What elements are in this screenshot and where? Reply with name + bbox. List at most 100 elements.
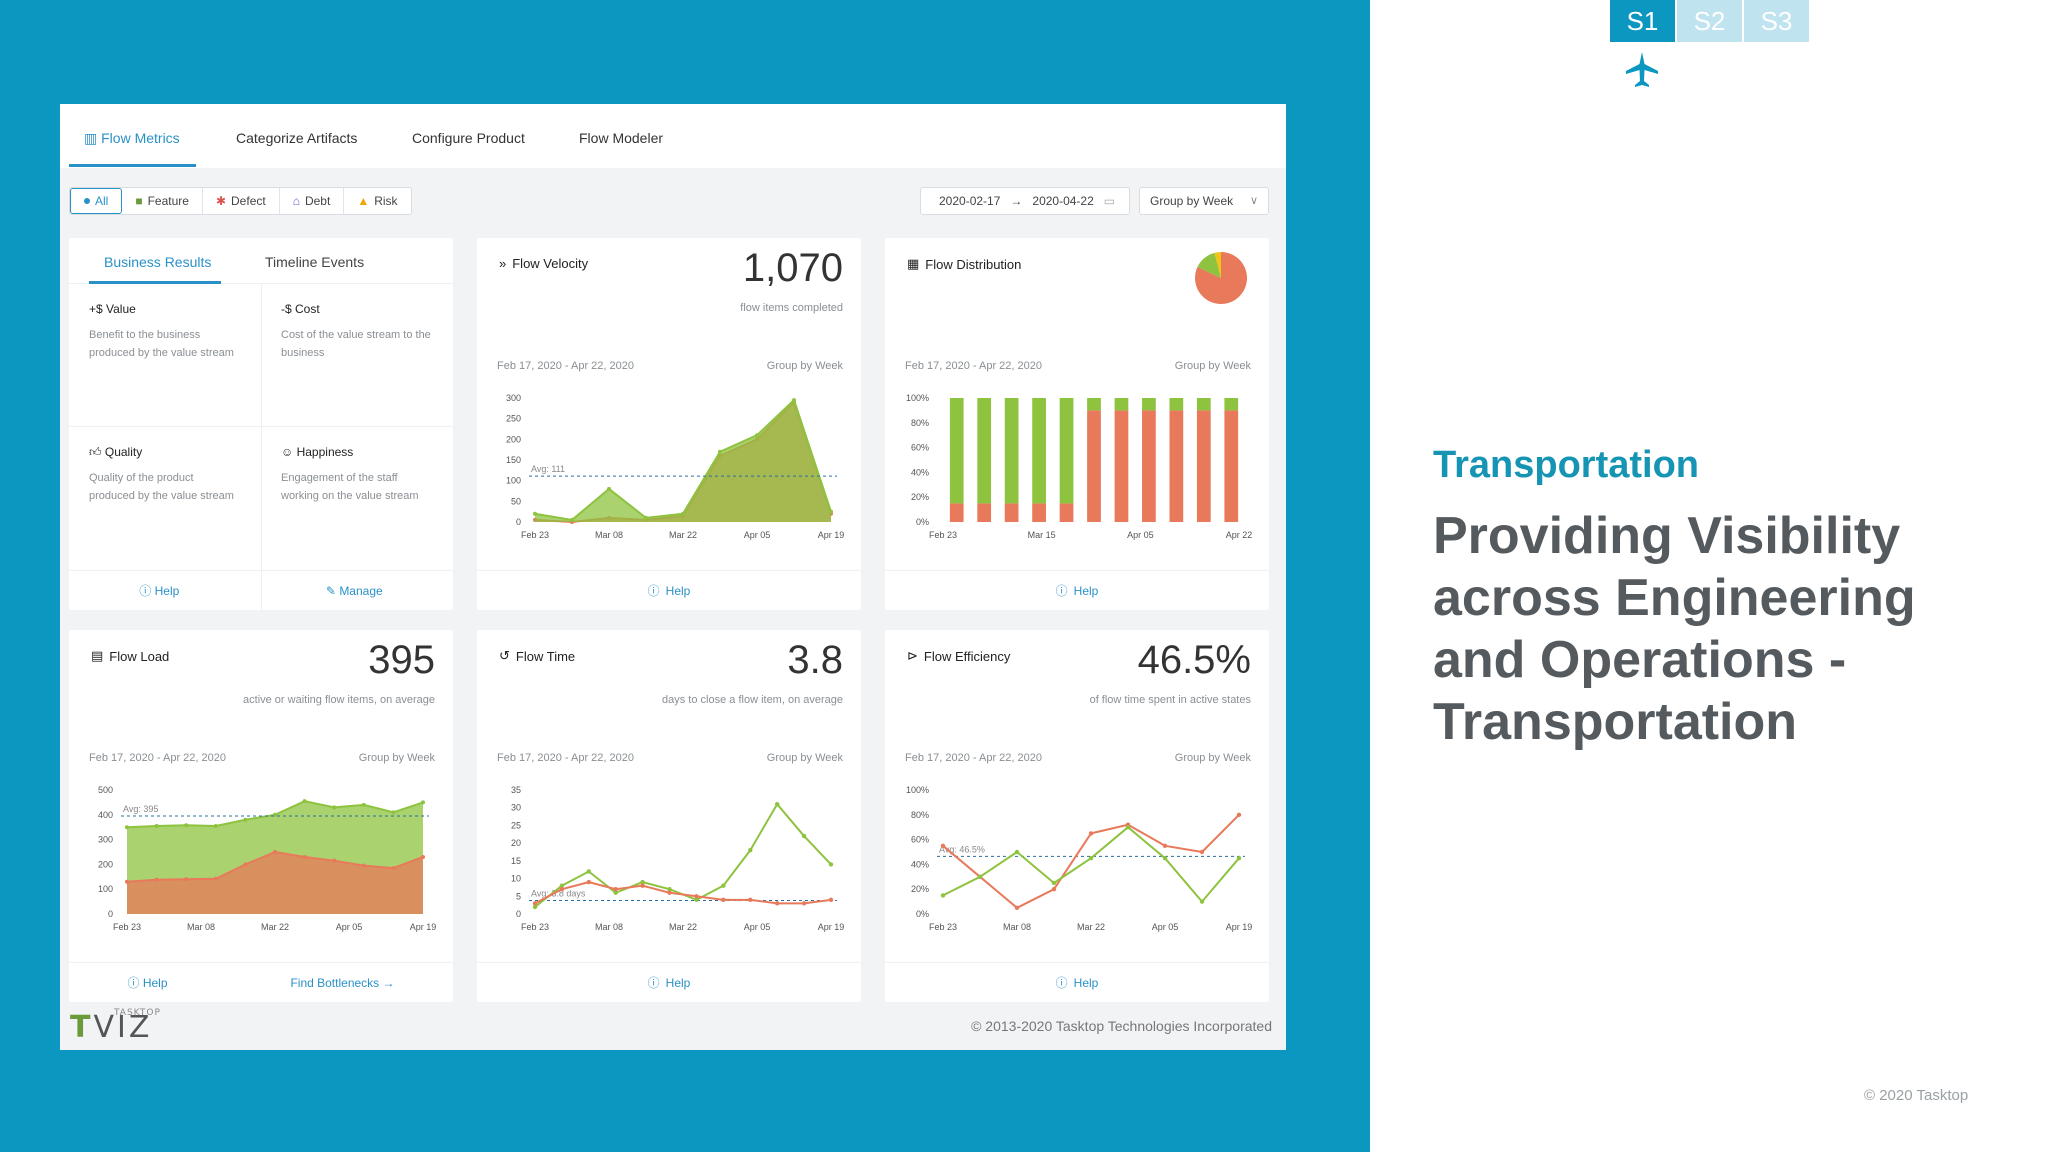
date-range-picker[interactable]: 2020-02-17 → 2020-04-22 ▭ [920, 187, 1130, 215]
x-tick-label: Mar 22 [669, 530, 697, 540]
flow-velocity-card: » Flow Velocity 1,070 flow items complete… [477, 238, 861, 610]
x-tick-label: Mar 22 [1077, 922, 1105, 932]
tab-timeline-events[interactable]: Timeline Events [265, 254, 365, 270]
x-tick-label: Mar 08 [595, 530, 623, 540]
data-point [302, 854, 307, 859]
card-footer: ⓘ Help ✎ Manage [69, 570, 453, 610]
find-bottlenecks-link[interactable]: Find Bottlenecks → [290, 975, 395, 990]
data-point [533, 511, 537, 516]
data-point [213, 823, 218, 828]
dashboard-screenshot: ▥ Flow Metrics Categorize Artifacts Conf… [60, 104, 1286, 1050]
help-link[interactable]: ⓘ Help [477, 962, 861, 1002]
data-point [774, 901, 780, 906]
y-tick-label: 100% [906, 785, 929, 795]
y-tick-label: 40% [911, 467, 929, 477]
filter-group: All ■ Feature ✱ Defect ⌂ Debt ▲ Risk [69, 187, 412, 215]
section-tabs: S1 S2 S3 [1610, 0, 1809, 42]
help-link[interactable]: ⓘ Help [885, 962, 1269, 1002]
smile-icon: ☺ [281, 445, 297, 459]
cost-cell[interactable]: -$ Cost Cost of the value stream to the … [261, 284, 453, 426]
manage-link[interactable]: ✎ Manage [325, 583, 383, 598]
airplane-icon [1626, 52, 1658, 87]
tab-flow-modeler[interactable]: Flow Modeler [579, 130, 664, 146]
filter-debt[interactable]: ⌂ Debt [280, 188, 345, 214]
data-point [1236, 856, 1242, 861]
efficiency-sub: of flow time spent in active states [1089, 694, 1251, 706]
value-cell[interactable]: +$ Value Benefit to the business produce… [69, 284, 261, 426]
area-series-1 [535, 400, 831, 522]
arrow-right-icon: → [379, 975, 395, 990]
bar-defect [1059, 503, 1074, 522]
value-title: +$ Value [89, 302, 136, 316]
data-point [829, 509, 833, 514]
tab-s1[interactable]: S1 [1610, 0, 1675, 42]
tab-business-results[interactable]: Business Results [104, 254, 212, 270]
y-tick-label: 60% [911, 835, 929, 845]
data-point [748, 848, 753, 853]
x-tick-label: Feb 23 [521, 530, 549, 540]
velocity-value: 1,070 [742, 246, 843, 290]
help-icon: ⓘ [647, 976, 660, 990]
data-point [570, 517, 574, 522]
tab-categorize-artifacts[interactable]: Categorize Artifacts [236, 130, 358, 146]
help-link[interactable]: ⓘ Help [127, 976, 168, 990]
data-point [1162, 856, 1168, 861]
data-point [154, 823, 159, 828]
y-tick-label: 500 [98, 785, 113, 795]
data-point [613, 887, 618, 892]
y-tick-label: 400 [98, 810, 113, 820]
cost-title: -$ Cost [281, 302, 320, 316]
flow-load-card: ▤ Flow Load 395 active or waiting flow it… [69, 630, 453, 1002]
average-label: Avg: 111 [531, 464, 565, 474]
business-tab-underline [89, 281, 221, 284]
card-title: Flow Load [109, 648, 170, 664]
data-point [273, 850, 277, 854]
business-results-card: Business Results Timeline Events +$ Valu… [69, 238, 453, 610]
filter-feature[interactable]: ■ Feature [122, 188, 203, 214]
x-tick-label: Mar 08 [595, 922, 623, 932]
filter-defect[interactable]: ✱ Defect [203, 188, 280, 214]
quality-cell[interactable]: 👍︎ Quality Quality of the product produc… [69, 427, 261, 569]
tab-s3[interactable]: S3 [1744, 0, 1809, 42]
x-tick-label: Apr 05 [336, 922, 363, 932]
bar-feature [1142, 398, 1156, 411]
filter-risk[interactable]: ▲ Risk [357, 194, 398, 208]
y-tick-label: 20% [911, 884, 929, 894]
y-tick-label: 10 [511, 874, 521, 884]
load-sub: active or waiting flow items, on average [243, 694, 435, 706]
happiness-cell[interactable]: ☺ Happiness Engagement of the staff work… [261, 427, 453, 569]
x-tick-label: Mar 22 [669, 922, 697, 932]
data-point [1051, 887, 1057, 892]
filter-all[interactable]: All [70, 188, 123, 214]
y-tick-label: 25 [511, 820, 521, 830]
help-link[interactable]: ⓘ Help [885, 570, 1269, 610]
time-sub: days to close a flow item, on average [662, 694, 843, 706]
quality-title: 👍︎ Quality [89, 445, 143, 459]
x-tick-label: Apr 19 [818, 922, 845, 932]
date-range-label: Feb 17, 2020 - Apr 22, 2020 [89, 752, 226, 764]
data-point [243, 862, 248, 867]
tab-configure-product[interactable]: Configure Product [412, 130, 525, 146]
group-by-select[interactable]: Group by Week ∨ [1139, 187, 1269, 215]
tab-flow-metrics[interactable]: ▥ Flow Metrics [84, 130, 180, 146]
x-tick-label: Mar 22 [261, 922, 289, 932]
x-tick-label: Apr 22 [1226, 530, 1253, 540]
clock-icon: ↺ [499, 648, 510, 663]
data-point [640, 879, 645, 885]
line-series-1 [534, 881, 832, 905]
distribution-chart: 100% 80% 60% 40% 20% 0%Feb 23 Mar 15 Apr 05 Apr … [906, 252, 1253, 540]
y-tick-label: 0 [516, 517, 521, 527]
help-link[interactable]: ⓘ Help [139, 584, 180, 598]
velocity-icon: » [499, 256, 507, 271]
tab-s2[interactable]: S2 [1677, 0, 1742, 42]
quality-desc: Quality of the product produced by the v… [89, 472, 234, 502]
data-point [801, 901, 807, 906]
help-link[interactable]: ⓘ Help [477, 570, 861, 610]
bar-chart-icon: ▥ [84, 130, 98, 146]
data-point [681, 511, 685, 516]
data-point [391, 866, 396, 871]
data-point [361, 863, 366, 868]
data-point [667, 887, 672, 892]
average-label: Avg: 46.5% [939, 844, 985, 854]
